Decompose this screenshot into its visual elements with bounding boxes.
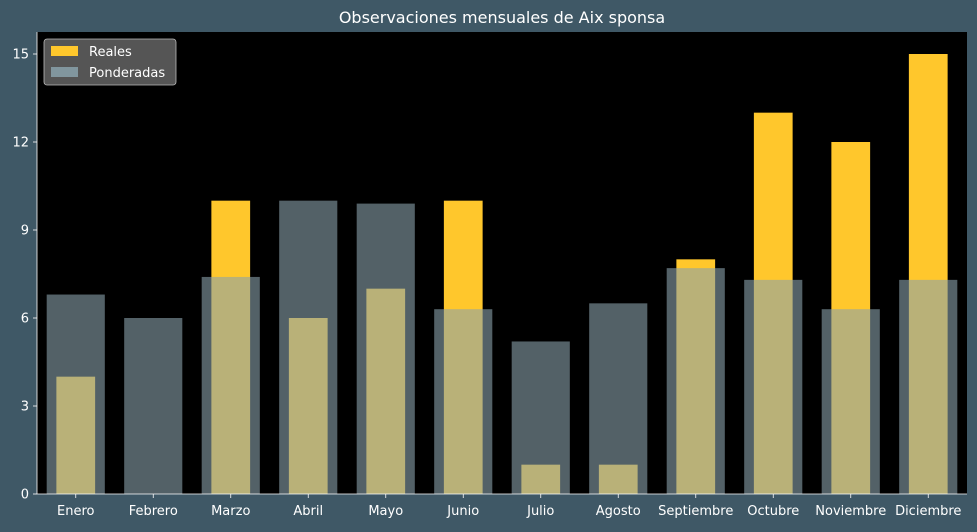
x-tick-label: Octubre: [747, 504, 799, 519]
y-tick-label: 6: [21, 312, 29, 327]
x-tick-label: Marzo: [211, 504, 250, 519]
plot-area: [37, 32, 967, 494]
y-tick-label: 0: [21, 488, 29, 503]
x-tick-label: Junio: [446, 504, 479, 519]
legend-label-reales: Reales: [89, 45, 132, 60]
y-tick-label: 12: [12, 136, 29, 151]
bar-ponderadas-octubre: [744, 279, 803, 494]
x-tick-label: Enero: [57, 504, 95, 519]
legend-swatch-ponderadas: [51, 67, 78, 77]
x-tick-label: Febrero: [129, 504, 178, 519]
bar-ponderadas-septiembre: [666, 268, 725, 494]
bar-ponderadas-julio: [511, 341, 570, 494]
x-tick-label: Agosto: [596, 504, 641, 519]
x-tick-label: Abril: [293, 504, 323, 519]
x-tick-label: Noviembre: [815, 504, 886, 519]
bar-ponderadas-agosto: [589, 303, 648, 494]
y-tick-label: 9: [21, 224, 29, 239]
y-tick-label: 15: [12, 48, 29, 63]
bar-ponderadas-marzo: [201, 276, 260, 494]
x-tick-label: Septiembre: [658, 504, 733, 519]
bar-ponderadas-diciembre: [899, 279, 958, 494]
x-tick-label: Mayo: [368, 504, 403, 519]
legend-swatch-reales: [51, 46, 78, 56]
chart-title: Observaciones mensuales de Aix sponsa: [339, 8, 665, 27]
ponderadas-bars: [46, 200, 958, 494]
bar-ponderadas-abril: [279, 200, 338, 494]
bar-ponderadas-enero: [46, 294, 105, 494]
x-tick-label: Julio: [526, 504, 554, 519]
x-axis: Enero Febrero Marzo Abril Mayo Junio Julio Agos…: [37, 493, 967, 519]
x-tick-label: Diciembre: [895, 504, 961, 519]
bar-ponderadas-noviembre: [821, 309, 880, 494]
bar-ponderadas-mayo: [356, 203, 415, 494]
legend: Reales Ponderadas: [43, 38, 177, 86]
bar-ponderadas-junio: [434, 309, 493, 494]
y-axis: 0 3 6 9 12 15: [12, 32, 38, 503]
bar-ponderadas-febrero: [124, 318, 183, 494]
legend-label-ponderadas: Ponderadas: [89, 66, 165, 81]
y-tick-label: 3: [21, 400, 29, 415]
